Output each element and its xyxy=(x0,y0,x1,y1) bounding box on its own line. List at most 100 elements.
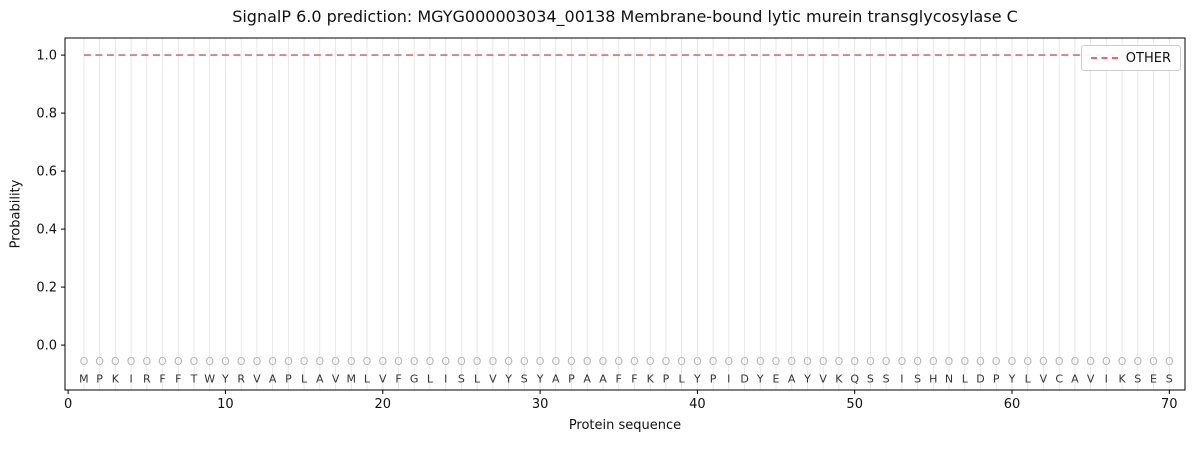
y-axis-label: Probability xyxy=(8,179,24,249)
svg-text:O: O xyxy=(1055,355,1064,368)
svg-text:F: F xyxy=(631,372,637,385)
svg-text:K: K xyxy=(1118,372,1126,385)
svg-text:M: M xyxy=(347,372,357,385)
svg-text:L: L xyxy=(427,372,434,385)
svg-text:L: L xyxy=(364,372,371,385)
legend-dashed-line-sample xyxy=(1090,57,1118,59)
svg-text:S: S xyxy=(883,372,890,385)
svg-text:O: O xyxy=(819,355,828,368)
svg-text:W: W xyxy=(204,372,215,385)
svg-text:O: O xyxy=(756,355,765,368)
svg-text:R: R xyxy=(143,372,151,385)
svg-text:K: K xyxy=(835,372,843,385)
svg-text:O: O xyxy=(992,355,1001,368)
svg-text:S: S xyxy=(914,372,921,385)
svg-text:O: O xyxy=(457,355,466,368)
svg-text:V: V xyxy=(489,372,497,385)
y-axis-ticks: 0.0 0.2 0.4 0.6 0.8 1.0 xyxy=(36,49,65,354)
svg-text:S: S xyxy=(1166,372,1173,385)
svg-text:O: O xyxy=(378,355,387,368)
svg-text:O: O xyxy=(536,355,545,368)
svg-text:A: A xyxy=(1071,372,1079,385)
svg-text:70: 70 xyxy=(1161,397,1178,412)
svg-text:O: O xyxy=(693,355,702,368)
svg-text:A: A xyxy=(583,372,591,385)
svg-text:0: 0 xyxy=(64,397,72,412)
svg-text:S: S xyxy=(867,372,874,385)
svg-text:K: K xyxy=(647,372,655,385)
svg-text:P: P xyxy=(710,372,717,385)
svg-text:L: L xyxy=(962,372,969,385)
svg-text:O: O xyxy=(709,355,718,368)
svg-text:O: O xyxy=(190,355,199,368)
svg-text:O: O xyxy=(1102,355,1111,368)
svg-text:D: D xyxy=(976,372,984,385)
svg-text:20: 20 xyxy=(375,397,392,412)
svg-text:E: E xyxy=(1150,372,1157,385)
svg-text:C: C xyxy=(1055,372,1063,385)
svg-text:P: P xyxy=(993,372,1000,385)
svg-text:O: O xyxy=(394,355,403,368)
svg-text:O: O xyxy=(253,355,262,368)
svg-text:O: O xyxy=(410,355,419,368)
svg-text:O: O xyxy=(268,355,277,368)
svg-text:O: O xyxy=(772,355,781,368)
svg-text:O: O xyxy=(237,355,246,368)
svg-text:O: O xyxy=(913,355,922,368)
svg-text:O: O xyxy=(976,355,985,368)
svg-text:O: O xyxy=(142,355,151,368)
svg-text:M: M xyxy=(79,372,89,385)
svg-text:L: L xyxy=(474,372,481,385)
svg-text:O: O xyxy=(583,355,592,368)
plot-border xyxy=(64,37,1186,391)
svg-text:O: O xyxy=(1086,355,1095,368)
svg-text:D: D xyxy=(740,372,748,385)
svg-text:O: O xyxy=(205,355,214,368)
svg-text:P: P xyxy=(568,372,575,385)
svg-text:O: O xyxy=(724,355,733,368)
svg-text:V: V xyxy=(819,372,827,385)
svg-text:O: O xyxy=(520,355,529,368)
svg-text:O: O xyxy=(567,355,576,368)
svg-text:L: L xyxy=(679,372,686,385)
svg-text:O: O xyxy=(614,355,623,368)
svg-text:O: O xyxy=(898,355,907,368)
svg-text:E: E xyxy=(773,372,780,385)
svg-text:0.2: 0.2 xyxy=(36,281,57,296)
svg-text:V: V xyxy=(1087,372,1095,385)
svg-text:S: S xyxy=(458,372,465,385)
svg-text:O: O xyxy=(111,355,120,368)
svg-text:O: O xyxy=(945,355,954,368)
svg-text:Y: Y xyxy=(1008,372,1016,385)
svg-text:O: O xyxy=(1118,355,1127,368)
svg-text:V: V xyxy=(1040,372,1048,385)
svg-text:S: S xyxy=(1134,372,1141,385)
svg-text:O: O xyxy=(835,355,844,368)
svg-text:O: O xyxy=(599,355,608,368)
svg-text:F: F xyxy=(175,372,181,385)
svg-text:O: O xyxy=(426,355,435,368)
svg-text:A: A xyxy=(316,372,324,385)
svg-text:O: O xyxy=(1023,355,1032,368)
svg-text:O: O xyxy=(803,355,812,368)
svg-text:O: O xyxy=(347,355,356,368)
chart-title: SignalP 6.0 prediction: MGYG000003034_00… xyxy=(232,7,1018,26)
svg-text:I: I xyxy=(1105,372,1108,385)
svg-text:0.6: 0.6 xyxy=(36,165,57,180)
svg-text:O: O xyxy=(441,355,450,368)
svg-text:O: O xyxy=(960,355,969,368)
svg-text:60: 60 xyxy=(1004,397,1021,412)
svg-text:O: O xyxy=(284,355,293,368)
svg-text:S: S xyxy=(521,372,528,385)
svg-text:O: O xyxy=(95,355,104,368)
svg-text:10: 10 xyxy=(217,397,234,412)
svg-text:V: V xyxy=(379,372,387,385)
svg-text:O: O xyxy=(630,355,639,368)
svg-text:H: H xyxy=(929,372,937,385)
svg-text:O: O xyxy=(127,355,136,368)
svg-text:A: A xyxy=(552,372,560,385)
svg-text:O: O xyxy=(504,355,513,368)
svg-text:Y: Y xyxy=(536,372,544,385)
